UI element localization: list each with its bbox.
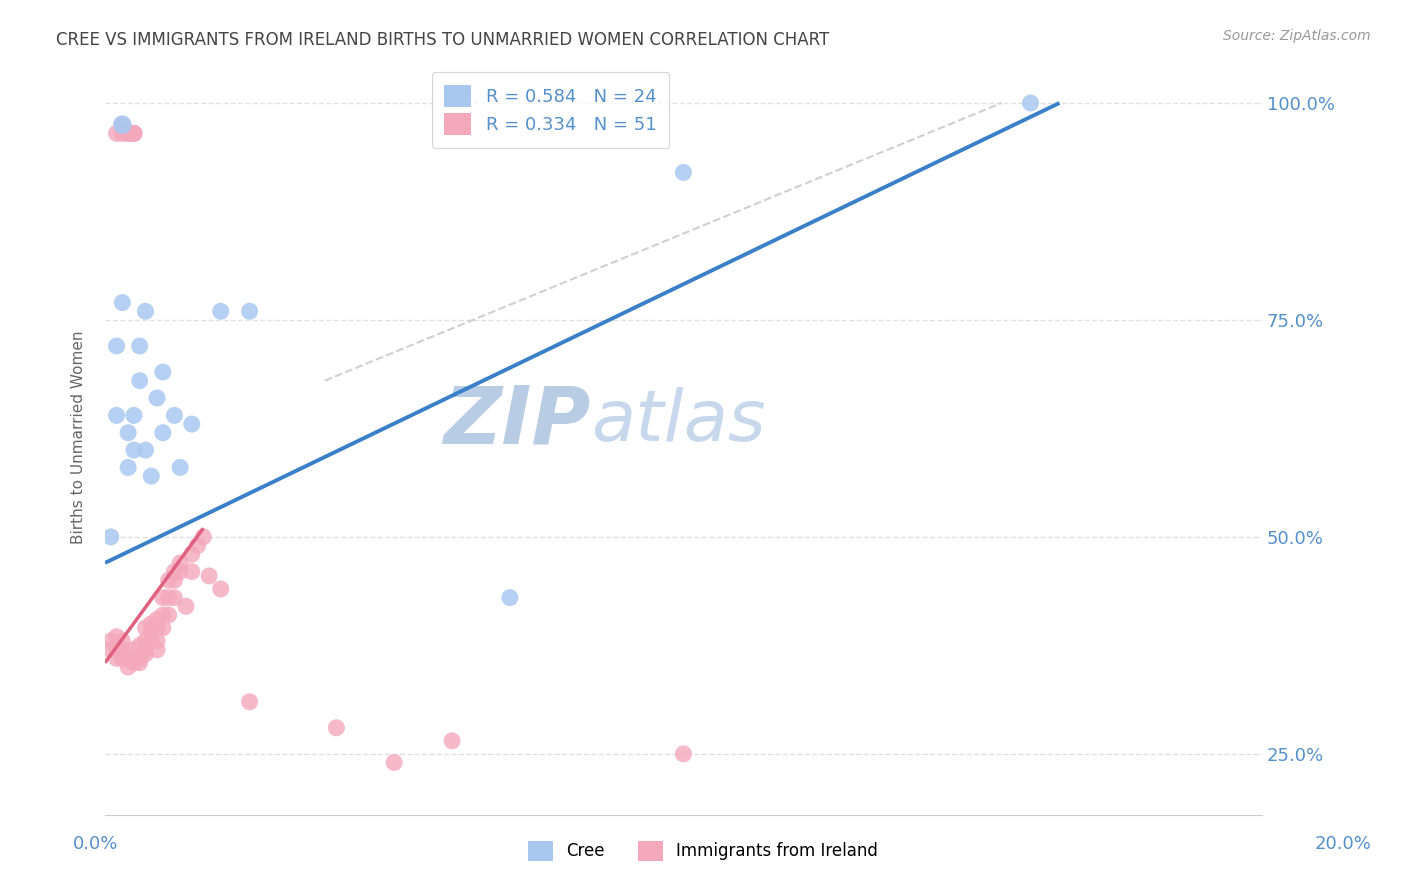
- Point: [117, 651, 139, 665]
- Point: [146, 634, 169, 648]
- Point: [163, 574, 186, 588]
- Point: [122, 409, 145, 423]
- Point: [111, 651, 134, 665]
- Point: [209, 304, 232, 318]
- Point: [128, 339, 150, 353]
- Point: [146, 612, 169, 626]
- Point: [122, 127, 145, 141]
- Point: [157, 607, 180, 622]
- Text: Source: ZipAtlas.com: Source: ZipAtlas.com: [1223, 29, 1371, 43]
- Point: [122, 443, 145, 458]
- Point: [111, 642, 134, 657]
- Point: [111, 295, 134, 310]
- Point: [157, 574, 180, 588]
- Y-axis label: Births to Unmarried Women: Births to Unmarried Women: [72, 330, 86, 544]
- Point: [239, 304, 262, 318]
- Point: [209, 582, 232, 596]
- Point: [163, 591, 186, 605]
- Point: [193, 530, 215, 544]
- Point: [122, 127, 145, 141]
- Point: [111, 127, 134, 141]
- Point: [117, 127, 139, 141]
- Point: [134, 647, 156, 661]
- Point: [1019, 95, 1042, 110]
- Point: [111, 634, 134, 648]
- Point: [100, 634, 122, 648]
- Point: [152, 365, 174, 379]
- Point: [117, 460, 139, 475]
- Point: [382, 756, 405, 770]
- Point: [169, 460, 191, 475]
- Point: [134, 634, 156, 648]
- Point: [146, 642, 169, 657]
- Point: [128, 638, 150, 652]
- Point: [117, 660, 139, 674]
- Point: [134, 304, 156, 318]
- Point: [174, 599, 197, 614]
- Point: [163, 565, 186, 579]
- Point: [152, 425, 174, 440]
- Point: [239, 695, 262, 709]
- Point: [169, 556, 191, 570]
- Point: [146, 391, 169, 405]
- Point: [141, 634, 163, 648]
- Point: [186, 539, 208, 553]
- Point: [111, 118, 134, 132]
- Point: [134, 443, 156, 458]
- Point: [105, 409, 128, 423]
- Point: [163, 409, 186, 423]
- Point: [128, 651, 150, 665]
- Point: [441, 733, 464, 747]
- Text: 0.0%: 0.0%: [73, 835, 118, 853]
- Point: [180, 565, 202, 579]
- Point: [111, 118, 134, 132]
- Point: [122, 127, 145, 141]
- Point: [141, 469, 163, 483]
- Text: CREE VS IMMIGRANTS FROM IRELAND BIRTHS TO UNMARRIED WOMEN CORRELATION CHART: CREE VS IMMIGRANTS FROM IRELAND BIRTHS T…: [56, 31, 830, 49]
- Point: [100, 642, 122, 657]
- Point: [180, 417, 202, 431]
- Legend: R = 0.584   N = 24, R = 0.334   N = 51: R = 0.584 N = 24, R = 0.334 N = 51: [432, 72, 669, 148]
- Point: [122, 642, 145, 657]
- Point: [499, 591, 522, 605]
- Text: atlas: atlas: [591, 387, 765, 457]
- Point: [672, 165, 695, 179]
- Point: [146, 621, 169, 635]
- Point: [100, 530, 122, 544]
- Text: 20.0%: 20.0%: [1315, 835, 1371, 853]
- Point: [141, 625, 163, 640]
- Point: [134, 621, 156, 635]
- Point: [152, 607, 174, 622]
- Point: [157, 591, 180, 605]
- Point: [169, 565, 191, 579]
- Point: [152, 591, 174, 605]
- Point: [117, 127, 139, 141]
- Point: [198, 569, 221, 583]
- Point: [134, 642, 156, 657]
- Point: [672, 747, 695, 761]
- Point: [180, 547, 202, 561]
- Point: [105, 630, 128, 644]
- Legend: Cree, Immigrants from Ireland: Cree, Immigrants from Ireland: [522, 834, 884, 868]
- Text: ZIP: ZIP: [443, 383, 591, 461]
- Point: [105, 127, 128, 141]
- Point: [105, 642, 128, 657]
- Point: [325, 721, 347, 735]
- Point: [128, 374, 150, 388]
- Point: [105, 651, 128, 665]
- Point: [152, 621, 174, 635]
- Point: [111, 647, 134, 661]
- Point: [122, 651, 145, 665]
- Point: [117, 425, 139, 440]
- Point: [105, 339, 128, 353]
- Point: [141, 616, 163, 631]
- Point: [128, 656, 150, 670]
- Point: [122, 656, 145, 670]
